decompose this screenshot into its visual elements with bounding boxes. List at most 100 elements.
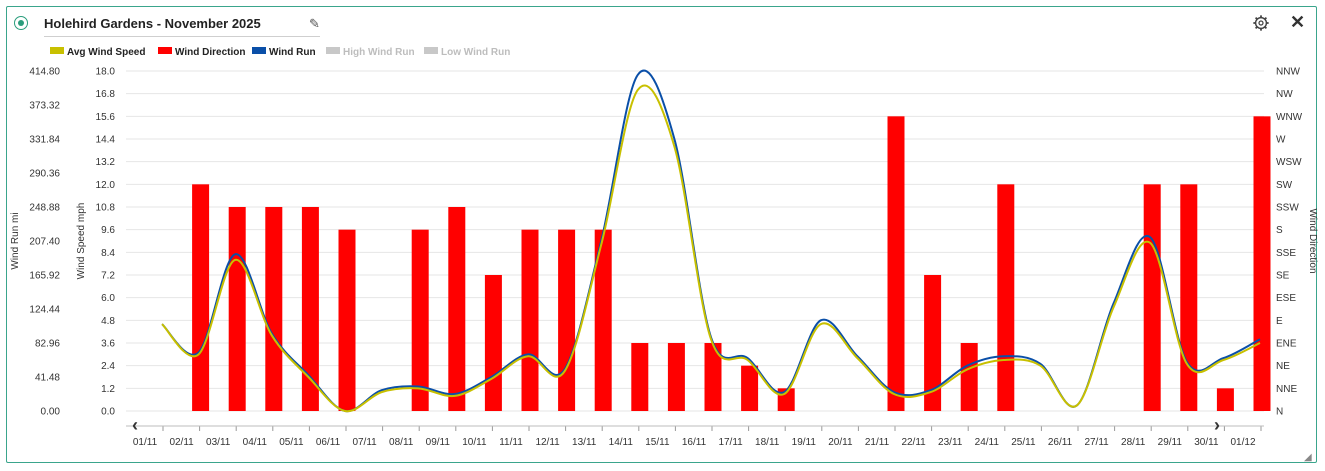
x-tick-label: 28/11 bbox=[1121, 437, 1146, 448]
x-tick-label: 08/11 bbox=[389, 437, 414, 448]
legend-swatch bbox=[50, 47, 64, 54]
legend-item[interactable]: High Wind Run bbox=[326, 47, 415, 58]
x-tick-label: 15/11 bbox=[645, 437, 670, 448]
wind-direction-tick-label: W bbox=[1276, 135, 1286, 146]
wind-direction-bar bbox=[631, 343, 649, 411]
pencil-icon[interactable]: ✎ bbox=[309, 16, 320, 31]
x-tick-label: 16/11 bbox=[682, 437, 707, 448]
wind-direction-tick-label: N bbox=[1276, 407, 1283, 418]
wind-direction-bar bbox=[521, 229, 539, 411]
wind-speed-tick-label: 15.6 bbox=[96, 112, 116, 123]
wind-speed-tick-label: 1.2 bbox=[101, 384, 115, 395]
wind-run-axis-title: Wind Run mi bbox=[10, 212, 21, 269]
x-tick-label: 24/11 bbox=[975, 437, 1000, 448]
legend-label: Wind Run bbox=[269, 47, 316, 58]
x-tick-label: 10/11 bbox=[462, 437, 487, 448]
x-tick-label: 29/11 bbox=[1158, 437, 1183, 448]
wind-run-tick-label: 41.48 bbox=[35, 373, 60, 384]
close-icon[interactable]: ✕ bbox=[1290, 12, 1306, 32]
x-tick-label: 21/11 bbox=[865, 437, 890, 448]
wind-direction-bar bbox=[265, 207, 283, 411]
x-tick-label: 18/11 bbox=[755, 437, 780, 448]
legend-swatch bbox=[326, 47, 340, 54]
wind-direction-bar bbox=[558, 229, 576, 411]
wind-direction-tick-label: NW bbox=[1276, 89, 1293, 100]
wind-speed-tick-label: 14.4 bbox=[96, 135, 116, 146]
resize-handle-icon[interactable]: ◢ bbox=[1304, 452, 1312, 463]
scroll-left-arrow-icon[interactable]: ‹ bbox=[132, 415, 138, 435]
wind-direction-axis-title: Wind Direction bbox=[1307, 208, 1318, 273]
scroll-right-arrow-icon[interactable]: › bbox=[1214, 415, 1220, 435]
legend-item[interactable]: Wind Run bbox=[252, 47, 316, 58]
wind-direction-bar bbox=[997, 184, 1015, 411]
wind-speed-tick-label: 12.0 bbox=[96, 180, 116, 191]
status-dot-icon[interactable] bbox=[14, 16, 28, 30]
wind-direction-bar bbox=[1180, 184, 1198, 411]
x-tick-label: 17/11 bbox=[718, 437, 743, 448]
wind-run-tick-label: 207.40 bbox=[29, 237, 60, 248]
wind-direction-bar bbox=[1216, 388, 1234, 411]
x-tick-label: 11/11 bbox=[499, 437, 523, 448]
wind-speed-tick-label: 16.8 bbox=[96, 89, 116, 100]
avg-wind-speed-line bbox=[161, 84, 1261, 413]
wind-direction-bar bbox=[1253, 116, 1271, 411]
wind-direction-tick-label: S bbox=[1276, 225, 1283, 236]
wind-direction-tick-label: SSE bbox=[1276, 248, 1296, 259]
wind-direction-tick-label: SSW bbox=[1276, 203, 1299, 214]
wind-direction-bar bbox=[448, 207, 466, 411]
wind-direction-bar bbox=[411, 229, 429, 411]
x-tick-label: 22/11 bbox=[901, 437, 926, 448]
legend-label: Wind Direction bbox=[175, 47, 245, 58]
gear-icon[interactable] bbox=[1252, 14, 1270, 32]
legend-swatch bbox=[158, 47, 172, 54]
wind-direction-bar bbox=[301, 207, 319, 411]
wind-direction-bar bbox=[192, 184, 210, 411]
legend-label: Avg Wind Speed bbox=[67, 47, 145, 58]
wind-speed-tick-label: 9.6 bbox=[101, 225, 115, 236]
wind-direction-bar bbox=[924, 275, 942, 411]
legend-item[interactable]: Avg Wind Speed bbox=[50, 47, 145, 58]
panel-header: Holehird Gardens - November 2025 bbox=[14, 12, 320, 40]
wind-direction-bar bbox=[1143, 184, 1161, 411]
legend-label: High Wind Run bbox=[343, 47, 415, 58]
legend-label: Low Wind Run bbox=[441, 47, 510, 58]
wind-direction-tick-label: E bbox=[1276, 316, 1283, 327]
x-tick-label: 01/11 bbox=[133, 437, 158, 448]
wind-speed-axis-title: Wind Speed mph bbox=[76, 203, 87, 280]
wind-direction-tick-label: ENE bbox=[1276, 339, 1297, 350]
legend-item[interactable]: Wind Direction bbox=[158, 47, 245, 58]
x-tick-label: 13/11 bbox=[572, 437, 597, 448]
x-tick-label: 12/11 bbox=[535, 437, 560, 448]
wind-direction-tick-label: NE bbox=[1276, 361, 1290, 372]
panel-title[interactable]: Holehird Gardens - November 2025 bbox=[44, 16, 261, 31]
wind-speed-tick-label: 6.0 bbox=[101, 293, 115, 304]
x-tick-label: 19/11 bbox=[792, 437, 817, 448]
legend-swatch bbox=[424, 47, 438, 54]
x-tick-label: 04/11 bbox=[243, 437, 268, 448]
wind-speed-tick-label: 13.2 bbox=[96, 157, 116, 168]
wind-run-tick-label: 331.84 bbox=[29, 135, 60, 146]
wind-direction-bar bbox=[741, 365, 759, 411]
x-tick-label: 26/11 bbox=[1048, 437, 1073, 448]
wind-direction-bar bbox=[704, 343, 722, 411]
wind-speed-tick-label: 0.0 bbox=[101, 407, 115, 418]
wind-run-tick-label: 0.00 bbox=[41, 407, 61, 418]
x-tick-label: 02/11 bbox=[169, 437, 194, 448]
wind-direction-bar bbox=[228, 207, 246, 411]
wind-direction-tick-label: WSW bbox=[1276, 157, 1302, 168]
x-tick-label: 01/12 bbox=[1230, 437, 1255, 448]
x-tick-label: 20/11 bbox=[828, 437, 853, 448]
wind-run-tick-label: 165.92 bbox=[29, 271, 60, 282]
wind-speed-tick-label: 7.2 bbox=[101, 271, 115, 282]
legend-item[interactable]: Low Wind Run bbox=[424, 47, 510, 58]
wind-speed-tick-label: 10.8 bbox=[96, 203, 116, 214]
wind-direction-bar bbox=[667, 343, 685, 411]
wind-direction-bar bbox=[484, 275, 502, 411]
wind-speed-tick-label: 8.4 bbox=[101, 248, 115, 259]
wind-direction-bar bbox=[594, 229, 612, 411]
wind-direction-tick-label: SW bbox=[1276, 180, 1293, 191]
wind-direction-tick-label: ESE bbox=[1276, 293, 1296, 304]
x-tick-label: 23/11 bbox=[938, 437, 963, 448]
wind-run-tick-label: 414.80 bbox=[29, 67, 60, 78]
